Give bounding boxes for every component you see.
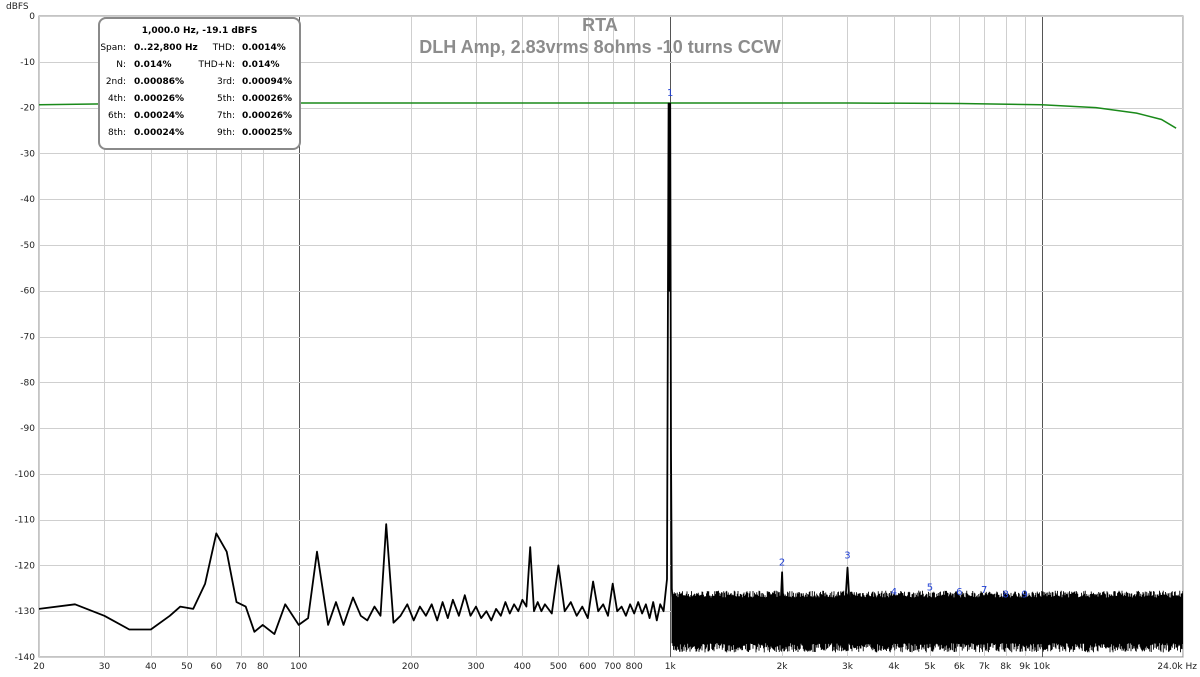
y-tick-label: -100 bbox=[15, 470, 36, 480]
y-tick-label: -90 bbox=[20, 424, 35, 434]
y-tick-label: -130 bbox=[15, 607, 36, 617]
x-tick-label: 500 bbox=[550, 662, 567, 672]
y-tick-label: -140 bbox=[15, 653, 36, 663]
x-tick-label: 8k bbox=[1000, 662, 1012, 672]
x-tick-label: 10k bbox=[1033, 662, 1050, 672]
harmonic-label-2: 2 bbox=[779, 557, 785, 568]
info-value: 0.00024% bbox=[134, 111, 185, 121]
x-tick-label: 30 bbox=[99, 662, 111, 672]
info-value: 0.00026% bbox=[242, 94, 293, 104]
x-tick-label: 50 bbox=[181, 662, 193, 672]
harmonic-label-7: 7 bbox=[981, 585, 987, 596]
y-tick-label: -40 bbox=[20, 195, 35, 205]
harmonic-label-1: 1 bbox=[667, 88, 673, 99]
x-tick-label: 3k bbox=[842, 662, 854, 672]
info-label: 5th: bbox=[217, 94, 235, 104]
harmonic-label-6: 6 bbox=[956, 587, 962, 598]
harmonic-label-3: 3 bbox=[844, 551, 850, 562]
info-row: 6th: 0.00024% 7th: 0.00026% bbox=[100, 111, 299, 125]
x-tick-label: 80 bbox=[257, 662, 269, 672]
x-tick-label: 9k bbox=[1019, 662, 1031, 672]
harmonic-label-9: 9 bbox=[1022, 589, 1028, 600]
info-label: Span: bbox=[100, 43, 126, 53]
spectrum-noise-floor bbox=[671, 590, 1183, 653]
y-tick-label: -10 bbox=[20, 58, 35, 68]
x-tick-label: 20 bbox=[33, 662, 45, 672]
x-tick-label: 100 bbox=[290, 662, 307, 672]
harmonic-label-5: 5 bbox=[927, 583, 933, 594]
info-value: 0.0014% bbox=[242, 43, 286, 53]
info-label: 2nd: bbox=[105, 77, 126, 87]
y-tick-label: -20 bbox=[20, 104, 35, 114]
info-value: 0.00026% bbox=[242, 111, 293, 121]
y-axis-unit-label: dBFS bbox=[6, 2, 29, 12]
x-tick-label: 6k bbox=[954, 662, 966, 672]
x-tick-label: 24.0k Hz bbox=[1157, 662, 1197, 672]
info-row: N: 0.014% THD+N: 0.014% bbox=[100, 60, 299, 74]
harmonic-markers: 1 2 3 4 5 6 7 8 9 bbox=[667, 88, 1028, 600]
info-label: THD+N: bbox=[198, 60, 235, 70]
y-tick-label: -120 bbox=[15, 561, 36, 571]
info-label: THD: bbox=[212, 43, 235, 53]
info-row: 8th: 0.00024% 9th: 0.00025% bbox=[100, 128, 299, 142]
info-header: 1,000.0 Hz, -19.1 dBFS bbox=[141, 26, 258, 36]
x-tick-label: 300 bbox=[467, 662, 484, 672]
info-row: 4th: 0.00026% 5th: 0.00026% bbox=[100, 94, 299, 108]
y-tick-label: -30 bbox=[20, 149, 35, 159]
measurement-info-box: 1,000.0 Hz, -19.1 dBFS Span: 0..22,800 Hz… bbox=[98, 17, 301, 150]
harmonic-label-8: 8 bbox=[1003, 589, 1009, 600]
info-label: 9th: bbox=[217, 128, 235, 138]
info-row: 2nd: 0.00086% 3rd: 0.00094% bbox=[100, 77, 299, 91]
y-tick-label: -60 bbox=[20, 287, 35, 297]
x-tick-label: 60 bbox=[211, 662, 223, 672]
info-label: 6th: bbox=[108, 111, 126, 121]
y-tick-label: -80 bbox=[20, 378, 35, 388]
info-value: 0.00094% bbox=[242, 77, 293, 87]
x-tick-label: 2k bbox=[777, 662, 789, 672]
x-tick-label: 40 bbox=[145, 662, 157, 672]
x-tick-label: 1k bbox=[665, 662, 677, 672]
harmonic-label-4: 4 bbox=[891, 587, 897, 598]
x-tick-label: 5k bbox=[924, 662, 936, 672]
info-value: 0.014% bbox=[242, 60, 280, 70]
y-tick-label: 0 bbox=[29, 12, 35, 22]
x-tick-label: 800 bbox=[626, 662, 643, 672]
info-value: 0.00026% bbox=[134, 94, 185, 104]
info-label: 4th: bbox=[108, 94, 126, 104]
y-tick-label: -50 bbox=[20, 241, 35, 251]
info-label: N: bbox=[116, 60, 126, 70]
y-tick-labels: 0 -10 -20 -30 -40 -50 -60 -70 -80 -90 -100 -110 -120… bbox=[15, 12, 36, 663]
x-tick-label: 70 bbox=[235, 662, 247, 672]
y-tick-label: -110 bbox=[15, 516, 36, 526]
info-value: 0.014% bbox=[134, 60, 172, 70]
y-tick-label: -70 bbox=[20, 333, 35, 343]
info-value: 0.00086% bbox=[134, 77, 185, 87]
x-tick-label: 600 bbox=[579, 662, 596, 672]
info-value: 0.00024% bbox=[134, 128, 185, 138]
x-tick-label: 700 bbox=[604, 662, 621, 672]
chart-subtitle: DLH Amp, 2.83vrms 8ohms -10 turns CCW bbox=[419, 37, 780, 57]
info-value: 0..22,800 Hz bbox=[134, 43, 198, 53]
x-tick-label: 200 bbox=[402, 662, 419, 672]
chart-title: RTA bbox=[582, 15, 618, 35]
info-row: Span: 0..22,800 Hz THD: 0.0014% bbox=[100, 43, 299, 57]
x-tick-label: 4k bbox=[888, 662, 900, 672]
info-label: 8th: bbox=[108, 128, 126, 138]
x-tick-labels: 20 30 40 50 60 70 80 100 200 300 400 500 600 700 800 1k… bbox=[33, 662, 1197, 672]
info-label: 3rd: bbox=[216, 77, 235, 87]
info-label: 7th: bbox=[217, 111, 235, 121]
x-tick-label: 7k bbox=[979, 662, 991, 672]
info-value: 0.00025% bbox=[242, 128, 293, 138]
x-tick-label: 400 bbox=[514, 662, 531, 672]
